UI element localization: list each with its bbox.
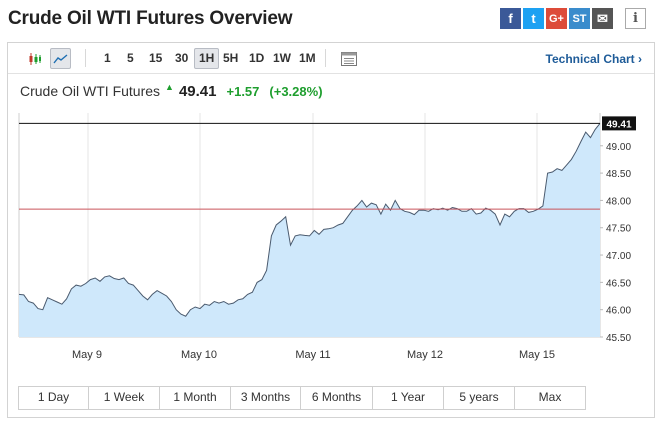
x-tick-label: May 11 <box>295 349 330 361</box>
google-plus-icon[interactable]: G+ <box>546 8 567 29</box>
technical-chart-link[interactable]: Technical Chart › <box>545 52 642 66</box>
last-price: 49.41 <box>178 83 217 100</box>
last-price-tag <box>602 116 636 131</box>
interval-5m[interactable]: 5 <box>127 51 134 65</box>
range-max[interactable]: Max <box>538 390 562 404</box>
candlestick-icon[interactable] <box>24 48 45 69</box>
up-arrow-icon: ▲ <box>165 82 174 92</box>
y-tick-label: 46.50 <box>606 278 631 289</box>
range-6-months[interactable]: 6 Months <box>301 387 373 409</box>
interval-15m[interactable]: 15 <box>149 51 163 65</box>
interval-5h[interactable]: 5H <box>223 51 239 65</box>
toolbar-divider <box>325 49 326 67</box>
x-tick-label: May 12 <box>407 349 443 361</box>
price-line <box>18 123 601 317</box>
price-area <box>19 123 600 338</box>
x-tick-label: May 9 <box>72 349 102 361</box>
table-view-icon[interactable] <box>338 48 359 69</box>
y-tick-label: 46.00 <box>606 306 631 317</box>
quote-header: Crude Oil WTI Futures ▲ 49.41 +1.57 (+3.… <box>20 82 323 100</box>
y-tick-label: 47.00 <box>606 251 631 262</box>
y-tick-label: 47.50 <box>606 224 631 235</box>
x-tick-label: May 15 <box>519 349 555 361</box>
interval-1h[interactable]: 1H <box>194 48 220 69</box>
interval-1d[interactable]: 1D <box>249 51 265 65</box>
last-price-tag-label: 49.41 <box>606 119 631 130</box>
share-bar: f t G+ ST ✉ i <box>500 8 648 29</box>
range-selector: 1 Day 1 Week 1 Month 3 Months 6 Months 1… <box>18 386 586 410</box>
price-change-percent: (+3.28%) <box>269 84 323 99</box>
page-title: Crude Oil WTI Futures Overview <box>8 8 293 29</box>
interval-1mo[interactable]: 1M <box>299 51 316 65</box>
instrument-name: Crude Oil WTI Futures <box>20 83 161 99</box>
interval-30m[interactable]: 30 <box>175 51 189 65</box>
area-chart-icon[interactable] <box>50 48 71 69</box>
y-tick-label: 48.00 <box>606 196 631 207</box>
info-icon[interactable]: i <box>625 8 646 29</box>
toolbar-divider <box>85 49 86 67</box>
email-icon[interactable]: ✉ <box>592 8 613 29</box>
facebook-icon[interactable]: f <box>500 8 521 29</box>
chart-toolbar: 1 5 15 30 1H 5H 1D 1W 1M Technical Chart… <box>8 43 654 74</box>
x-tick-label: May 10 <box>181 349 217 361</box>
range-1-week[interactable]: 1 Week <box>89 387 160 409</box>
twitter-icon[interactable]: t <box>523 8 544 29</box>
range-1-month[interactable]: 1 Month <box>160 387 231 409</box>
chart-widget: 1 5 15 30 1H 5H 1D 1W 1M Technical Chart… <box>7 42 655 418</box>
stocktwits-icon[interactable]: ST <box>569 8 590 29</box>
range-5-years[interactable]: 5 years <box>444 387 515 409</box>
interval-1m[interactable]: 1 <box>104 51 111 65</box>
range-3-months[interactable]: 3 Months <box>231 387 301 409</box>
range-1-day[interactable]: 1 Day <box>19 387 89 409</box>
price-change: +1.57 <box>226 84 260 99</box>
y-tick-label: 48.50 <box>606 169 631 180</box>
y-tick-label: 45.50 <box>606 333 631 344</box>
y-tick-label: 49.00 <box>606 142 631 153</box>
interval-1w[interactable]: 1W <box>273 51 291 65</box>
range-1-year[interactable]: 1 Year <box>373 387 444 409</box>
